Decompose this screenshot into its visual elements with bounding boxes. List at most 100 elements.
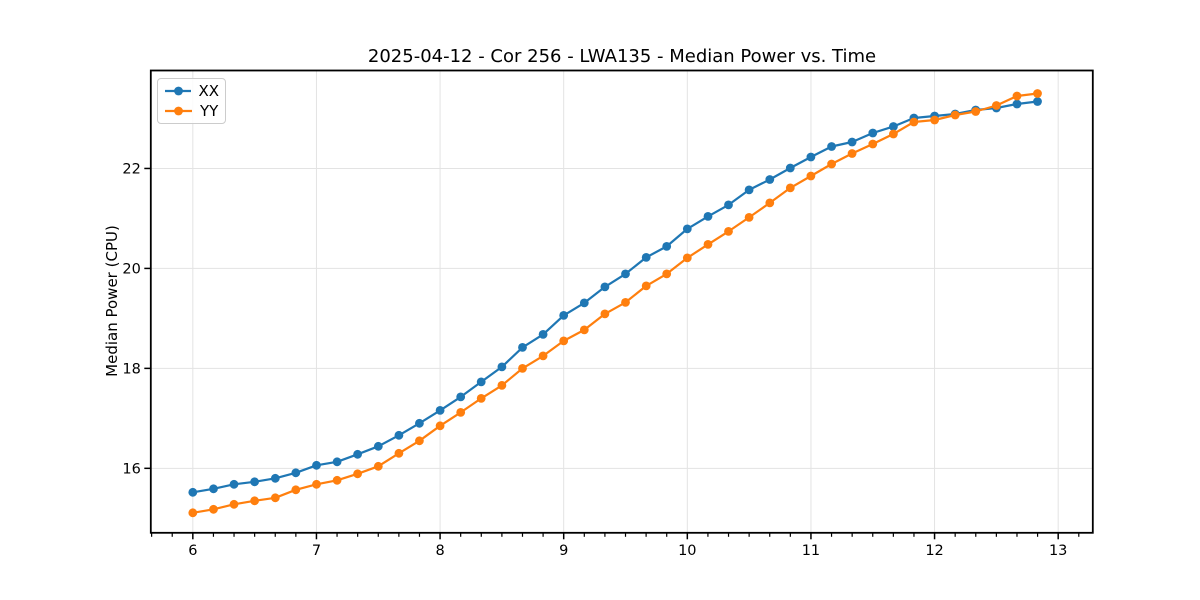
data-point-xx xyxy=(394,430,404,440)
data-point-xx xyxy=(641,253,651,262)
data-point-yy xyxy=(229,499,239,509)
data-point-yy xyxy=(435,421,445,431)
data-point-xx xyxy=(188,487,198,497)
data-point-yy xyxy=(827,159,836,169)
data-point-xx xyxy=(1033,97,1042,106)
data-point-xx xyxy=(435,406,445,415)
series-line-yy xyxy=(191,92,1039,514)
data-point-xx xyxy=(559,311,569,320)
data-point-yy xyxy=(600,309,610,319)
data-point-xx xyxy=(662,242,672,251)
data-point-xx xyxy=(600,282,610,292)
data-point-xx xyxy=(229,479,239,489)
data-point-yy xyxy=(765,198,775,208)
data-point-yy xyxy=(868,139,878,149)
y-tick-label: 22 xyxy=(122,161,140,177)
data-point-yy xyxy=(1012,91,1022,101)
data-point-xx xyxy=(806,152,816,162)
data-point-yy xyxy=(209,504,218,514)
y-tick-label: 16 xyxy=(122,461,140,477)
x-tick-label: 12 xyxy=(925,543,943,559)
data-point-yy xyxy=(930,115,939,125)
data-point-xx xyxy=(332,457,342,467)
data-point-xx xyxy=(868,128,878,138)
data-point-xx xyxy=(538,330,548,339)
data-point-yy xyxy=(1033,89,1042,98)
y-tick-label: 18 xyxy=(122,361,140,377)
data-point-yy xyxy=(456,408,466,417)
data-point-xx xyxy=(889,122,898,131)
data-point-xx xyxy=(724,200,733,210)
data-point-xx xyxy=(415,418,424,428)
legend-line-marker-xx xyxy=(165,86,192,96)
data-point-yy xyxy=(538,351,548,361)
legend-line-marker-yy xyxy=(165,106,192,116)
data-point-yy xyxy=(724,227,733,236)
series-line-xx xyxy=(191,100,1039,494)
data-point-yy xyxy=(806,171,816,181)
x-tick-label: 9 xyxy=(559,543,568,559)
data-point-xx xyxy=(1012,99,1022,109)
data-point-yy xyxy=(518,364,527,373)
data-point-xx xyxy=(703,212,713,221)
data-point-yy xyxy=(497,381,507,390)
x-tick-label: 6 xyxy=(188,543,197,559)
data-point-xx xyxy=(497,362,507,372)
data-point-yy xyxy=(476,394,486,403)
data-point-yy xyxy=(682,253,692,263)
data-point-yy xyxy=(971,107,981,116)
data-point-yy xyxy=(703,240,713,249)
axes-frame xyxy=(149,69,1094,534)
data-point-yy xyxy=(744,213,754,222)
data-point-xx xyxy=(373,441,383,451)
data-point-yy xyxy=(291,485,301,495)
data-point-xx xyxy=(827,142,836,151)
data-point-xx xyxy=(682,224,692,234)
x-tick-label: 13 xyxy=(1049,543,1067,559)
data-point-xx xyxy=(847,137,857,147)
legend-item-xx: XX xyxy=(164,81,219,100)
data-point-yy xyxy=(579,325,589,335)
data-point-xx xyxy=(291,468,301,478)
chart-title: 2025-04-12 - Cor 256 - LWA135 - Median P… xyxy=(367,46,877,67)
data-point-yy xyxy=(415,436,424,446)
data-point-xx xyxy=(250,477,259,487)
data-point-yy xyxy=(373,461,383,471)
data-point-xx xyxy=(353,449,362,459)
data-point-yy xyxy=(188,508,198,518)
data-point-yy xyxy=(889,129,898,139)
data-point-yy xyxy=(332,475,342,485)
data-point-xx xyxy=(476,377,486,387)
data-point-yy xyxy=(909,117,919,127)
data-point-yy xyxy=(559,336,569,346)
data-point-yy xyxy=(394,448,404,458)
data-point-xx xyxy=(456,392,466,402)
data-point-xx xyxy=(744,185,754,195)
data-point-xx xyxy=(270,473,280,483)
data-point-yy xyxy=(621,298,630,307)
data-point-yy xyxy=(353,469,362,479)
x-tick-label: 8 xyxy=(435,543,444,559)
data-point-xx xyxy=(621,269,630,279)
data-point-yy xyxy=(785,183,795,193)
data-point-xx xyxy=(785,163,795,173)
x-tick-label: 11 xyxy=(802,543,820,559)
data-point-yy xyxy=(250,496,259,506)
data-point-yy xyxy=(950,110,960,120)
data-point-yy xyxy=(992,101,1001,110)
x-tick-label: 10 xyxy=(678,543,696,559)
data-point-xx xyxy=(209,484,218,494)
data-point-yy xyxy=(312,479,321,489)
legend: XX YY xyxy=(157,78,226,124)
data-point-xx xyxy=(765,175,775,184)
data-point-xx xyxy=(518,343,527,352)
legend-label-xx: XX xyxy=(198,81,219,100)
data-point-yy xyxy=(847,149,857,158)
x-tick-label: 7 xyxy=(312,543,321,559)
data-point-yy xyxy=(270,493,280,503)
legend-item-yy: YY xyxy=(164,101,219,120)
legend-label-yy: YY xyxy=(200,101,219,120)
data-point-yy xyxy=(662,269,672,279)
